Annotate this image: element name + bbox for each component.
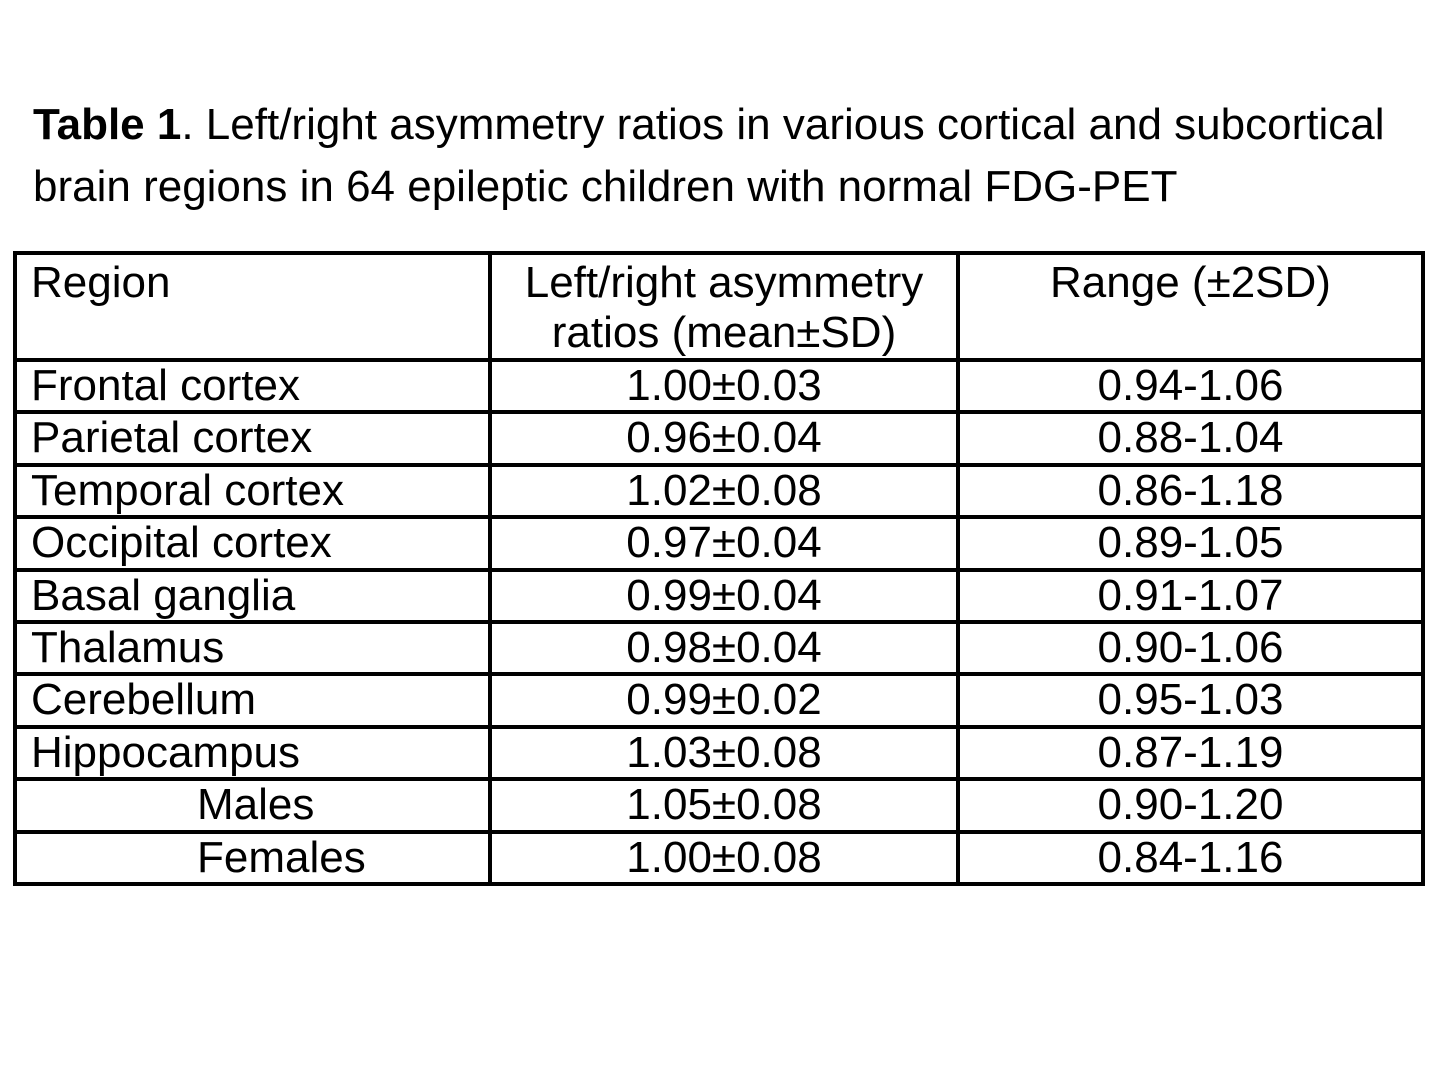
column-header-ratio: Left/right asymmetry ratios (mean±SD) [488,251,960,362]
region-cell: Basal ganglia [13,567,492,624]
ratio-cell: 1.00±0.08 [488,829,960,886]
ratio-cell: 0.96±0.04 [488,410,960,467]
ratio-cell: 0.98±0.04 [488,619,960,677]
region-cell: Females [13,829,492,886]
ratio-cell: 0.97±0.04 [488,515,960,572]
region-cell: Temporal cortex [13,462,492,520]
table-row: Basal ganglia 0.99±0.04 0.91-1.07 [13,567,1425,624]
ratio-cell: 0.99±0.04 [488,567,960,624]
asymmetry-ratios-table: Region Left/right asymmetry ratios (mean… [13,251,1425,886]
range-cell: 0.89-1.05 [956,515,1425,572]
table-caption-text: . Left/right asymmetry ratios in various… [33,100,1385,211]
table-row: Occipital cortex 0.97±0.04 0.89-1.05 [13,515,1425,572]
table-row-subgroup: Males 1.05±0.08 0.90-1.20 [13,777,1425,834]
range-cell: 0.91-1.07 [956,567,1425,624]
region-cell: Occipital cortex [13,515,492,572]
region-cell: Frontal cortex [13,357,492,415]
range-cell: 0.90-1.06 [956,619,1425,677]
table-row: Thalamus 0.98±0.04 0.90-1.06 [13,619,1425,677]
table-row: Frontal cortex 1.00±0.03 0.94-1.06 [13,357,1425,415]
ratio-cell: 1.02±0.08 [488,462,960,520]
range-cell: 0.95-1.03 [956,672,1425,729]
table-row: Parietal cortex 0.96±0.04 0.88-1.04 [13,410,1425,467]
region-cell: Cerebellum [13,672,492,729]
column-header-region: Region [13,251,492,362]
ratio-cell: 0.99±0.02 [488,672,960,729]
range-cell: 0.86-1.18 [956,462,1425,520]
ratio-cell: 1.00±0.03 [488,357,960,415]
region-cell: Males [13,777,492,834]
table-row: Cerebellum 0.99±0.02 0.95-1.03 [13,672,1425,729]
header-row: Region Left/right asymmetry ratios (mean… [13,251,1425,362]
column-header-range: Range (±2SD) [956,251,1425,362]
range-cell: 0.90-1.20 [956,777,1425,834]
table-row: Temporal cortex 1.02±0.08 0.86-1.18 [13,462,1425,520]
region-cell: Hippocampus [13,724,492,782]
range-cell: 0.87-1.19 [956,724,1425,782]
region-cell: Parietal cortex [13,410,492,467]
table-row: Hippocampus 1.03±0.08 0.87-1.19 [13,724,1425,782]
ratio-cell: 1.03±0.08 [488,724,960,782]
ratio-cell: 1.05±0.08 [488,777,960,834]
region-cell: Thalamus [13,619,492,677]
range-cell: 0.94-1.06 [956,357,1425,415]
table-caption-label: Table 1 [33,100,182,149]
table-row-subgroup: Females 1.00±0.08 0.84-1.16 [13,829,1425,886]
range-cell: 0.84-1.16 [956,829,1425,886]
table-caption: Table 1. Left/right asymmetry ratios in … [33,94,1415,218]
range-cell: 0.88-1.04 [956,410,1425,467]
